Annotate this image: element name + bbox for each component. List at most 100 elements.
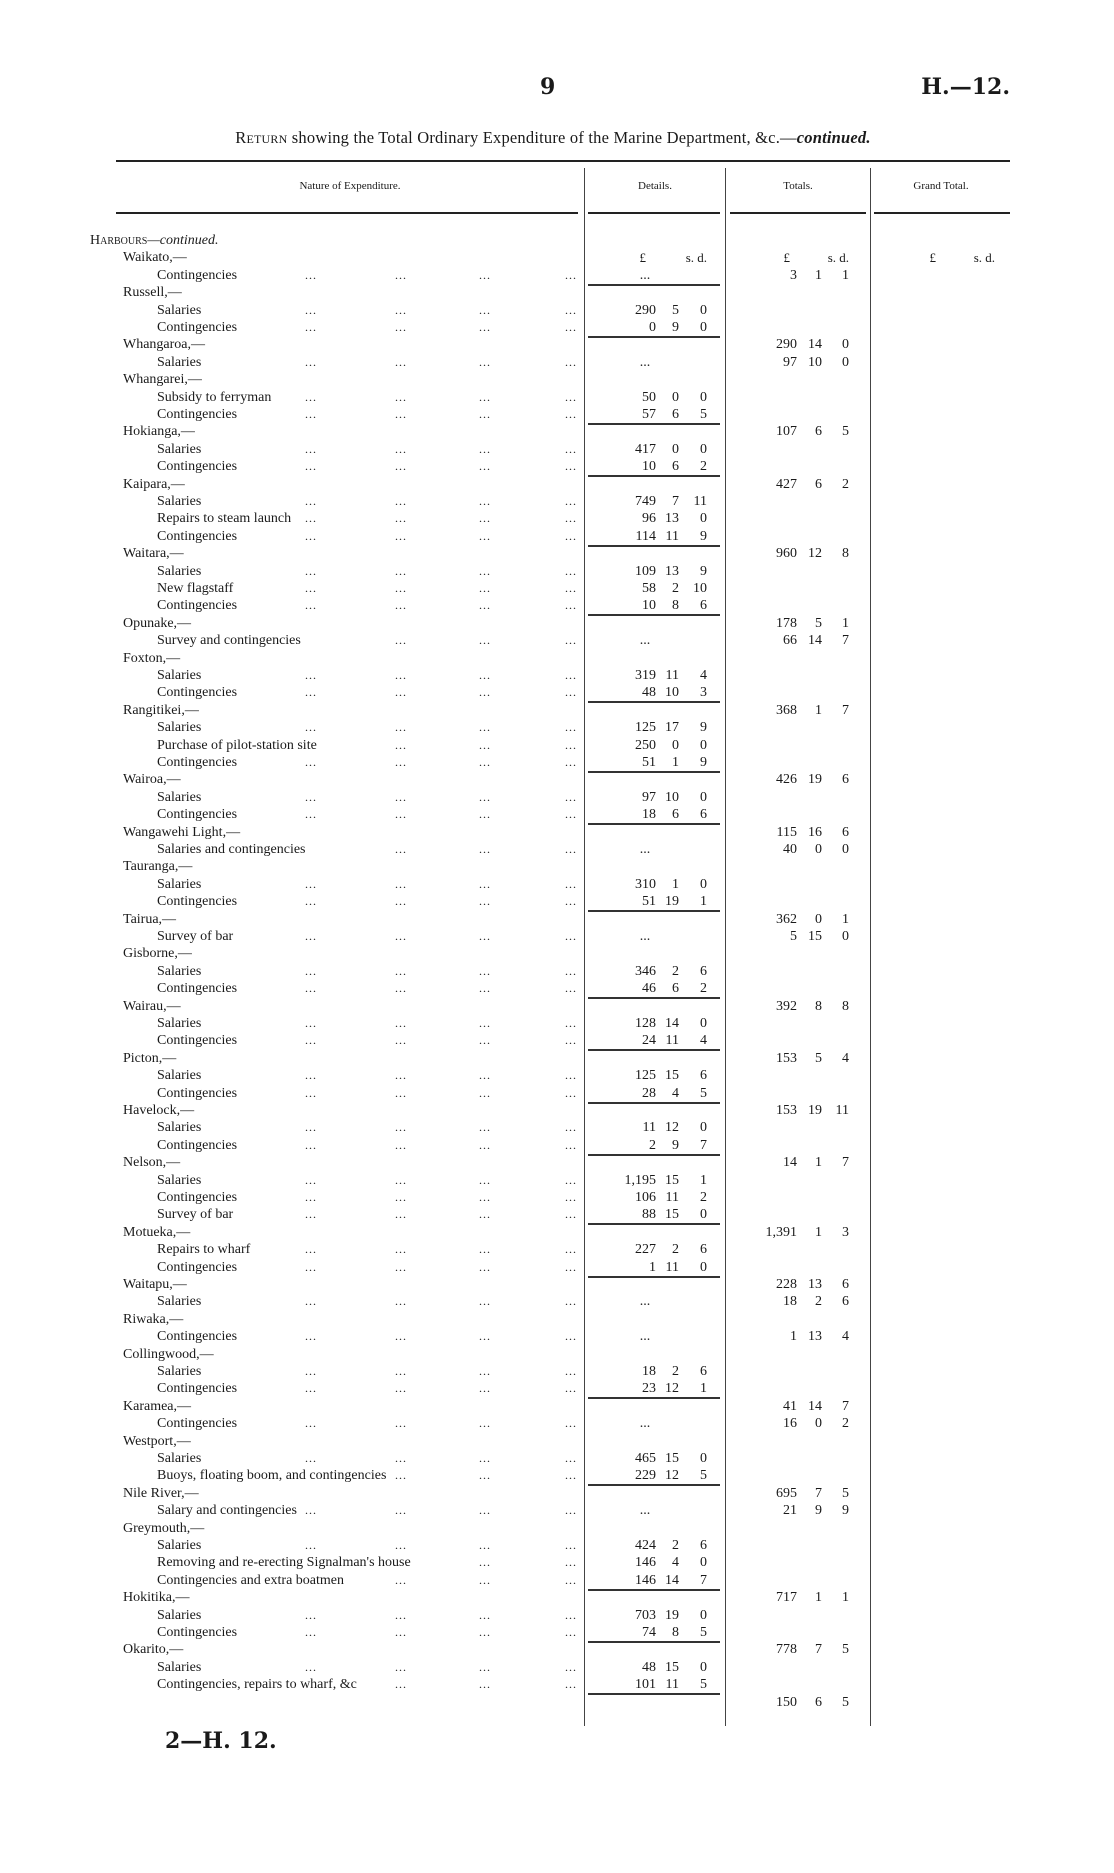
table-row: Havelock,— 153 19 11 xyxy=(0,1102,1114,1119)
detail-sum-rule xyxy=(588,1641,720,1643)
leader-dots: ... xyxy=(479,1468,491,1483)
leader-dots: ... xyxy=(479,789,491,804)
leader-dots: ... xyxy=(479,354,491,369)
row-label: Greymouth,— xyxy=(123,1520,205,1536)
table-row: Survey and contingencies............ 66 14… xyxy=(0,632,1114,649)
detail-sum-rule xyxy=(588,1275,720,1278)
total-shillings: 1 xyxy=(815,702,822,718)
leader-dots: ... xyxy=(395,1416,407,1431)
total-pounds: 153 xyxy=(776,1050,797,1066)
detail-sum-rule xyxy=(588,910,720,913)
table-row: Subsidy to ferryman............ 50 0 0 xyxy=(0,389,1114,406)
detail-pence: 9 xyxy=(700,755,707,770)
title-lead: Return xyxy=(235,128,288,147)
leader-dots: ... xyxy=(565,1503,577,1518)
leader-dots: ... xyxy=(305,267,317,282)
total-shillings: 0 xyxy=(815,1416,822,1432)
column-header-nature: Nature of Expenditure. xyxy=(299,180,401,192)
total-pence: 7 xyxy=(842,633,849,649)
table-row: Waikato,— xyxy=(0,249,1114,266)
table-row: Contingencies............ 28 4 5 xyxy=(0,1085,1114,1102)
row-label: Contingencies xyxy=(157,1137,238,1153)
total-pounds: 97 xyxy=(783,354,797,370)
table-row: Salaries............... 97 10 0 xyxy=(0,354,1114,371)
leader-dots: ... xyxy=(565,1677,577,1692)
table-row: Contingencies............ 2 9 7 xyxy=(0,1137,1114,1154)
row-label: Survey of bar xyxy=(157,1207,234,1223)
detail-pence: 2 xyxy=(700,459,707,475)
total-pounds: 178 xyxy=(776,615,797,631)
total-pence: 1 xyxy=(842,1590,849,1606)
leader-dots: ... xyxy=(395,1259,407,1274)
leader-dots: ... xyxy=(565,302,577,317)
detail-pence: 2 xyxy=(700,1190,707,1205)
detail-sum-rule xyxy=(588,544,720,547)
row-label: Nile River,— xyxy=(123,1485,199,1501)
detail-pounds: 10 xyxy=(642,459,656,475)
detail-pence: 6 xyxy=(700,598,707,614)
leader-dots: ... xyxy=(395,789,407,804)
table-row: Contingencies and extra boatmen.........… xyxy=(0,1572,1114,1589)
leader-dots: ... xyxy=(565,633,577,648)
leader-dots: ... xyxy=(479,389,491,404)
detail-shillings: 4 xyxy=(672,1555,679,1571)
leader-dots: ... xyxy=(565,1625,577,1639)
leader-dots: ... xyxy=(565,737,577,752)
row-label: Contingencies xyxy=(157,755,238,770)
table-row: Survey of bar............ 88 15 0 xyxy=(0,1206,1114,1223)
footer-code: 2—H. 12. xyxy=(165,1728,277,1754)
row-label: Purchase of pilot-station site xyxy=(157,737,317,753)
detail-pounds: 23 xyxy=(642,1381,656,1397)
detail-shillings: 6 xyxy=(672,459,679,475)
total-shillings: 5 xyxy=(815,615,822,631)
leader-dots: ... xyxy=(479,1033,491,1048)
leader-dots: ... xyxy=(305,563,317,578)
detail-pence: 0 xyxy=(700,511,707,527)
table-row: Salaries............ 319 11 4 xyxy=(0,667,1114,684)
total-pence: 4 xyxy=(842,1329,849,1345)
leader-dots: ... xyxy=(479,441,491,456)
row-label: Karamea,— xyxy=(123,1398,192,1414)
leader-dots: ... xyxy=(565,685,577,700)
detail-pounds: 51 xyxy=(642,755,656,770)
total-pounds: 1 xyxy=(790,1329,797,1345)
total-pounds: 41 xyxy=(783,1398,797,1414)
leader-dots: ... xyxy=(479,963,491,978)
detail-pence: 11 xyxy=(693,494,707,509)
detail-pence: 0 xyxy=(700,1207,707,1223)
leader-dots: ... xyxy=(395,1033,407,1048)
total-pounds: 153 xyxy=(776,1103,797,1118)
detail-shillings: 10 xyxy=(665,789,679,805)
detail-shillings: 1 xyxy=(672,876,679,892)
total-pounds: 695 xyxy=(776,1485,797,1501)
detail-shillings: 8 xyxy=(672,598,679,614)
row-label: Contingencies xyxy=(157,894,238,910)
leader-dots: ... xyxy=(479,668,491,682)
table-row: Waitara,— 960 12 8 xyxy=(0,545,1114,562)
table-row: Contingencies............ 46 6 2 xyxy=(0,980,1114,997)
detail-pence: 0 xyxy=(700,441,707,457)
leader-dots: ... xyxy=(479,1068,491,1083)
detail-pence: 6 xyxy=(700,963,707,979)
leader-dots: ... xyxy=(479,737,491,752)
table-row: Salaries............ 1,195 15 1 xyxy=(0,1172,1114,1189)
table-row: Salaries............ 749 7 11 xyxy=(0,493,1114,510)
row-label: Removing and re-erecting Signalman's hou… xyxy=(157,1555,411,1571)
total-shillings: 6 xyxy=(815,476,822,492)
detail-pence: 4 xyxy=(700,1033,707,1049)
detail-pence: 6 xyxy=(700,1068,707,1084)
section-name: Harbours xyxy=(90,233,148,248)
row-label: Salaries xyxy=(157,1068,202,1084)
total-shillings: 1 xyxy=(815,1155,822,1171)
leader-dots: ... xyxy=(305,1207,317,1222)
leader-dots: ... xyxy=(565,1607,577,1622)
detail-pence: 7 xyxy=(700,1137,707,1153)
leader-dots: ... xyxy=(305,598,317,613)
leader-dots: ... xyxy=(305,1068,317,1083)
row-label: Salaries xyxy=(157,1120,202,1136)
leader-dots: ... xyxy=(479,459,491,474)
grand-pound-header: £ xyxy=(929,250,937,265)
total-shillings: 0 xyxy=(815,911,822,927)
leader-dots: ... xyxy=(395,1207,407,1222)
detail-pounds: 74 xyxy=(642,1625,656,1640)
